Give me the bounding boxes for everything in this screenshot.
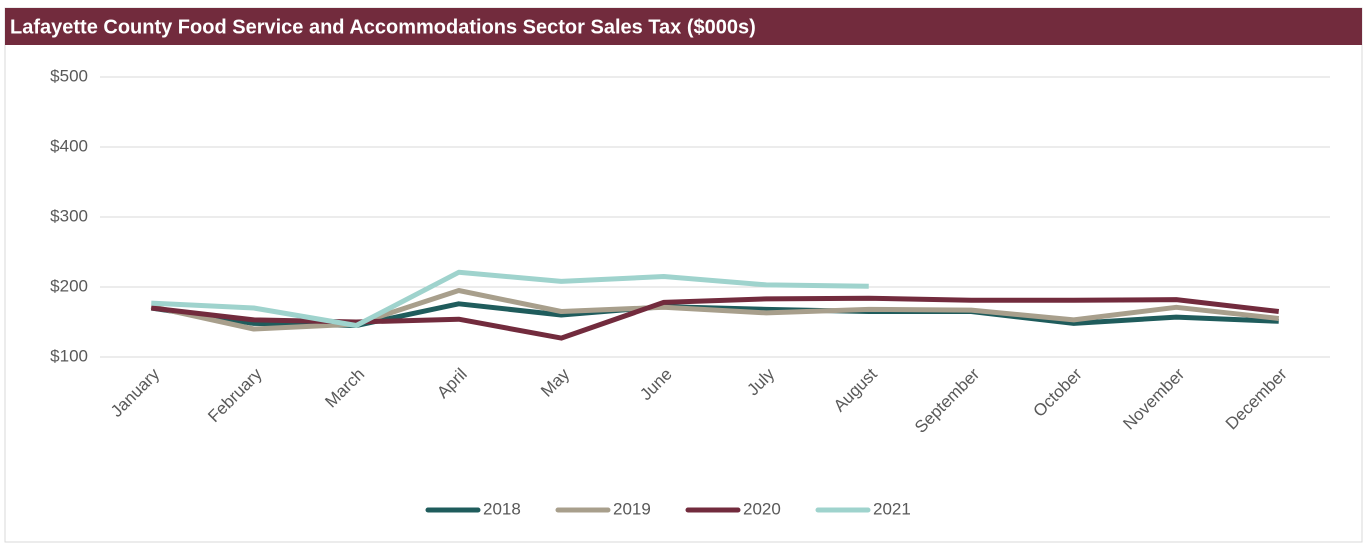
y-tick-label: $500 [50,66,88,85]
legend-label: 2021 [873,499,911,518]
legend-label: 2020 [743,499,781,518]
line-series [151,269,869,328]
y-tick-label: $200 [50,276,88,295]
y-tick-label: $100 [50,346,88,365]
y-tick-label: $400 [50,136,88,155]
legend-label: 2019 [613,499,651,518]
legend-label: 2018 [483,499,521,518]
chart-title: Lafayette County Food Service and Accomm… [10,16,756,38]
title-bar [5,8,1362,45]
y-tick-label: $300 [50,206,88,225]
chart-frame [4,7,1363,543]
